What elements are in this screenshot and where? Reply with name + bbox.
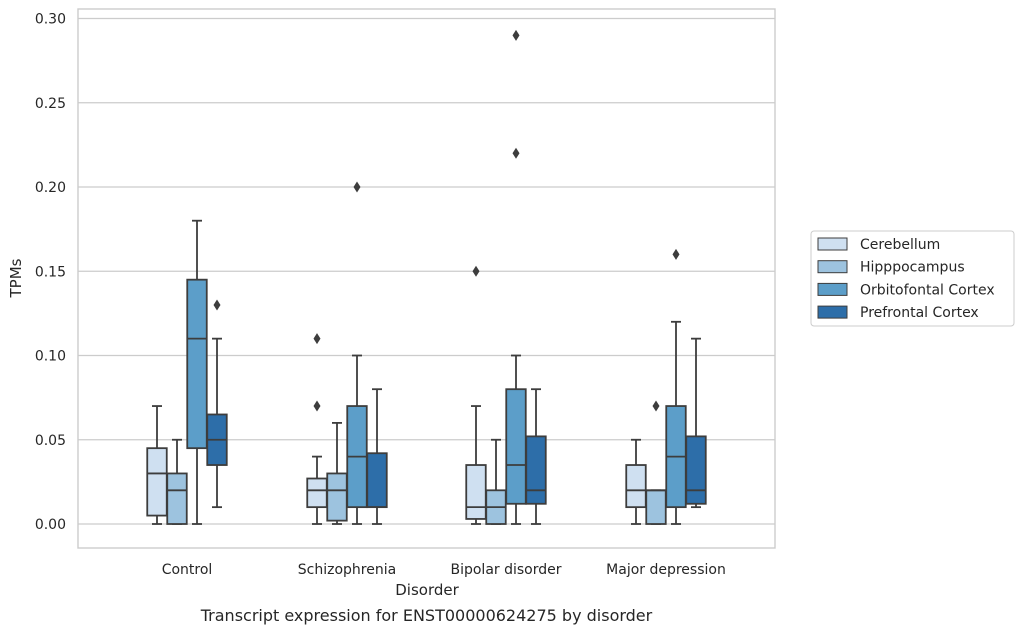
box-body <box>465 464 487 520</box>
box-1-3 <box>645 400 667 525</box>
x-tick-label: Control <box>162 562 213 578</box>
box-3-1 <box>366 388 388 525</box>
outlier-point <box>672 248 680 260</box>
outlier-point <box>512 147 520 159</box>
box-0-2 <box>465 265 487 525</box>
box-2-2 <box>505 29 527 525</box>
y-tick-label: 0.20 <box>35 180 66 196</box>
plot-frame <box>77 8 776 549</box>
legend-swatch <box>817 260 848 274</box>
x-tick-label: Major depression <box>606 562 726 578</box>
boxes-layer <box>146 29 707 525</box>
box-3-3 <box>685 337 707 509</box>
x-tick-label: Bipolar disorder <box>450 562 561 578</box>
legend-label: Orbitofontal Cortex <box>860 282 995 298</box>
box-body <box>525 435 547 505</box>
chart-caption: Transcript expression for ENST0000062427… <box>200 606 653 625</box>
box-3-2 <box>525 388 547 525</box>
legend-swatch <box>817 237 848 251</box>
outlier-point <box>213 299 221 311</box>
legend: Cerebellum Hipppocampus Orbitofontal Corte… <box>810 230 1015 327</box>
box-body <box>685 435 707 505</box>
outlier-point <box>313 400 321 412</box>
y-tick-label: 0.30 <box>35 12 66 28</box>
legend-label: Cerebellum <box>860 237 940 253</box>
box-body <box>146 447 168 517</box>
box-0-3 <box>625 438 647 525</box>
box-body <box>326 472 348 522</box>
outlier-point <box>313 333 321 345</box>
box-1-1 <box>326 421 348 525</box>
box-body <box>645 489 667 525</box>
box-body <box>166 472 188 525</box>
y-tick-label: 0.25 <box>35 96 66 112</box>
box-3-0 <box>206 299 228 509</box>
legend-swatch <box>817 305 848 319</box>
box-body <box>366 452 388 509</box>
box-body <box>306 477 328 509</box>
box-body <box>625 464 647 509</box>
y-tick-label: 0.15 <box>35 264 66 280</box>
y-tick-label: 0.00 <box>35 517 66 533</box>
legend-label: Prefrontal Cortex <box>860 305 979 321</box>
legend-label: Hipppocampus <box>860 260 965 276</box>
box-body <box>505 388 527 505</box>
x-axis-label: Disorder <box>395 581 459 599</box>
box-1-2 <box>485 438 507 525</box>
box-2-3 <box>665 248 687 525</box>
legend-swatch <box>817 282 848 296</box>
box-1-0 <box>166 438 188 525</box>
box-body <box>186 278 208 450</box>
box-2-1 <box>346 181 368 525</box>
box-0-1 <box>306 333 328 525</box>
y-tick-label: 0.10 <box>35 349 66 365</box>
outlier-point <box>512 29 520 41</box>
box-2-0 <box>186 219 208 525</box>
outlier-point <box>652 400 660 412</box>
y-axis-label: TPMs <box>7 258 25 298</box>
y-tick-label: 0.05 <box>35 433 66 449</box>
box-0-0 <box>146 405 168 525</box>
outlier-point <box>353 181 361 193</box>
x-tick-label: Schizophrenia <box>298 562 396 578</box>
y-tick-labels: 0.00 0.05 0.10 0.15 0.20 0.25 0.30 <box>35 12 66 534</box>
x-tick-labels: Control Schizophrenia Bipolar disorder Majo… <box>162 562 726 578</box>
outlier-point <box>472 265 480 277</box>
legend-frame <box>810 230 1015 327</box>
